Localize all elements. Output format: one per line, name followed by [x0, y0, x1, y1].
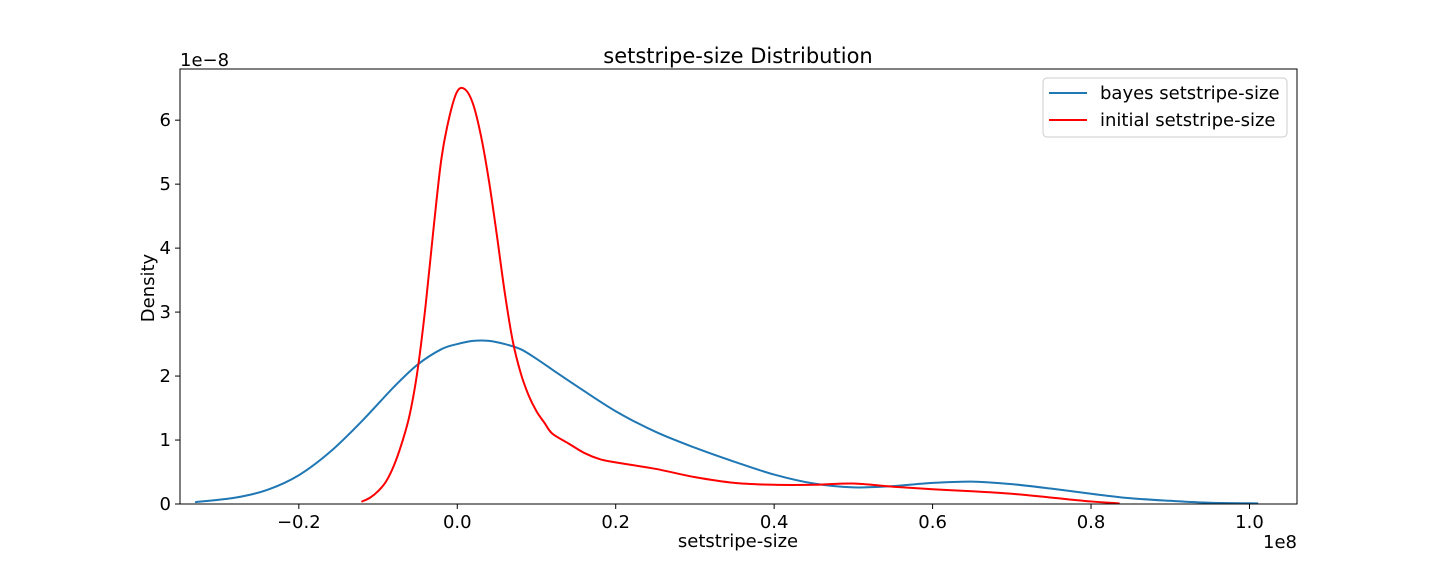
x-tick-label: 1.0: [1235, 512, 1264, 533]
y-tick-label: 2: [160, 366, 171, 387]
x-axis-label: setstripe-size: [678, 531, 798, 552]
y-tick-label: 0: [160, 494, 171, 515]
legend-label: initial setstripe-size: [1100, 110, 1275, 131]
y-offset-label: 1e−8: [180, 50, 229, 71]
legend-box: [1042, 77, 1288, 138]
x-tick-label: 0.0: [443, 512, 472, 533]
x-axis: −0.2 0.0 0.2 0.4 0.6 0.8 1.0: [277, 504, 1264, 533]
y-tick-label: 4: [160, 238, 171, 259]
y-axis-label: Density: [138, 253, 159, 322]
x-tick-label: 0.4: [760, 512, 789, 533]
legend: bayes setstripe-size initial setstripe-si…: [1042, 77, 1288, 138]
plot-area: [194, 86, 1259, 505]
chart-title: setstripe-size Distribution: [603, 44, 872, 68]
series-line-bayes: [194, 339, 1259, 505]
x-tick-label: 0.8: [1077, 512, 1106, 533]
y-tick-label: 5: [160, 174, 171, 195]
y-tick-label: 3: [160, 302, 171, 323]
plot-frame: [179, 68, 1298, 505]
series-line-initial: [361, 86, 1120, 505]
x-offset-label: 1e8: [1263, 532, 1297, 553]
x-tick-label: 0.2: [601, 512, 630, 533]
x-tick-label: −0.2: [277, 512, 321, 533]
y-tick-label: 1: [160, 430, 171, 451]
y-axis: 0 1 2 3 4 5 6: [160, 110, 180, 515]
legend-label: bayes setstripe-size: [1100, 83, 1280, 104]
y-tick-label: 6: [160, 110, 171, 131]
x-tick-label: 0.6: [918, 512, 947, 533]
